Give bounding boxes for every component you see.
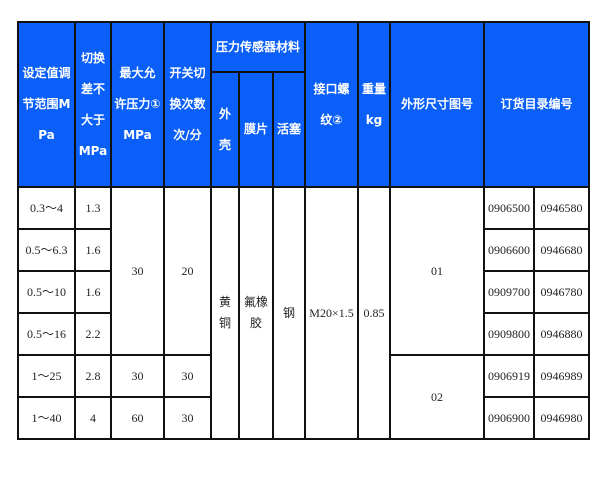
cell-drawing: 02 <box>389 354 485 440</box>
cell-code1: 0909800 <box>483 312 535 356</box>
header-drawing: 外形尺寸图号 <box>389 21 485 188</box>
cell-code2: 0946880 <box>533 312 590 356</box>
header-order: 订货目录编号 <box>483 21 590 188</box>
header-piston: 活塞 <box>272 71 306 188</box>
cell-code1: 0906500 <box>483 186 535 230</box>
cell-diff: 1.6 <box>74 228 112 272</box>
cell-code2: 0946580 <box>533 186 590 230</box>
cell-piston: 钢 <box>272 186 306 440</box>
cell-freq: 30 <box>163 354 212 398</box>
cell-code1: 0906600 <box>483 228 535 272</box>
cell-freq: 20 <box>163 186 212 356</box>
cell-code1: 0906919 <box>483 354 535 398</box>
cell-diff: 1.3 <box>74 186 112 230</box>
cell-max: 30 <box>110 186 165 356</box>
cell-range: 1～25 <box>17 354 76 398</box>
cell-max: 30 <box>110 354 165 398</box>
cell-freq: 30 <box>163 396 212 440</box>
cell-weight: 0.85 <box>357 186 391 440</box>
cell-code2: 0946780 <box>533 270 590 314</box>
cell-code1: 0909700 <box>483 270 535 314</box>
cell-membrane: 氟橡胶 <box>238 186 274 440</box>
cell-max: 60 <box>110 396 165 440</box>
cell-range: 0.5～10 <box>17 270 76 314</box>
header-diff: 切换差不大于MPa <box>74 21 112 188</box>
table-row: 0.5～16 2.2 0909800 0946880 <box>17 312 590 356</box>
cell-diff: 1.6 <box>74 270 112 314</box>
cell-diff: 2.2 <box>74 312 112 356</box>
header-max-pressure: 最大允许压力①MPa <box>110 21 165 188</box>
table-row: 0.5～10 1.6 0909700 0946780 <box>17 270 590 314</box>
spec-table: 设定值调节范围MPa 切换差不大于MPa 最大允许压力①MPa 开关切换次数次/… <box>17 21 590 440</box>
cell-code2: 0946680 <box>533 228 590 272</box>
cell-code2: 0946980 <box>533 396 590 440</box>
table-row: 1～40 4 60 30 0906900 0946980 <box>17 396 590 440</box>
header-weight: 重量kg <box>357 21 391 188</box>
table-row: 0.5～6.3 1.6 0906600 0946680 <box>17 228 590 272</box>
cell-diff: 2.8 <box>74 354 112 398</box>
cell-range: 0.3～4 <box>17 186 76 230</box>
header-shell: 外壳 <box>210 71 240 188</box>
cell-range: 1～40 <box>17 396 76 440</box>
cell-code2: 0946989 <box>533 354 590 398</box>
cell-range: 0.5～6.3 <box>17 228 76 272</box>
cell-range: 0.5～16 <box>17 312 76 356</box>
header-switch-freq: 开关切换次数次/分 <box>163 21 212 188</box>
header-range: 设定值调节范围MPa <box>17 21 76 188</box>
cell-thread: M20×1.5 <box>304 186 359 440</box>
cell-drawing: 01 <box>389 186 485 356</box>
header-membrane: 膜片 <box>238 71 274 188</box>
table-row: 0.3～4 1.3 30 20 黄铜 氟橡胶 钢 M20×1.5 0.85 01… <box>17 186 590 440</box>
cell-code1: 0906900 <box>483 396 535 440</box>
table-row: 1～25 2.8 30 30 02 0906919 0946989 <box>17 354 590 440</box>
cell-shell: 黄铜 <box>210 186 240 440</box>
cell-diff: 4 <box>74 396 112 440</box>
header-material: 压力传感器材料 <box>210 21 306 73</box>
header-thread: 接口螺纹② <box>304 21 359 188</box>
